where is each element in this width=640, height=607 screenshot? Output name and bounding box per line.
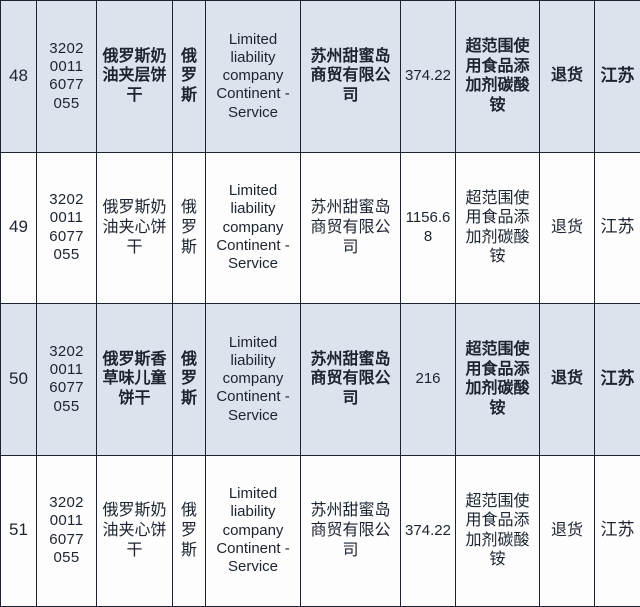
cell-manufacturer: Limited liability company Continent -Ser…: [205, 151, 301, 304]
cell-country-of-origin: 俄罗斯: [172, 303, 206, 456]
cell-importer: 苏州甜蜜岛商贸有限公司: [300, 0, 401, 153]
cell-serial-number: 51: [0, 454, 37, 607]
cell-manufacturer: Limited liability company Continent -Ser…: [205, 454, 301, 607]
cell-importer: 苏州甜蜜岛商贸有限公司: [300, 151, 401, 304]
cell-port-province: 江苏: [594, 151, 640, 304]
table-row: 48 3202 0011 6077 055 俄罗斯奶油夹层饼干 俄罗斯 Limited …: [0, 0, 640, 153]
cell-weight-kg: 374.22: [400, 0, 456, 153]
cell-serial-number: 49: [0, 151, 37, 304]
cell-disposal-action: 退货: [539, 0, 595, 153]
table-row: 50 3202 0011 6077 055 俄罗斯香草味儿童饼干 俄罗斯 Limited…: [0, 303, 640, 456]
cell-disposal-action: 退货: [539, 454, 595, 607]
cell-nonconformity-reason: 超范围使用食品添加剂碳酸铵: [455, 454, 540, 607]
cell-disposal-action: 退货: [539, 151, 595, 304]
cell-product-name: 俄罗斯奶油夹心饼干: [96, 454, 173, 607]
cell-port-province: 江苏: [594, 303, 640, 456]
cell-hs-code: 3202 0011 6077 055: [36, 303, 97, 456]
cell-importer: 苏州甜蜜岛商贸有限公司: [300, 303, 401, 456]
cell-manufacturer: Limited liability company Continent -Ser…: [205, 0, 301, 153]
cell-hs-code: 3202 0011 6077 055: [36, 0, 97, 153]
cell-country-of-origin: 俄罗斯: [172, 454, 206, 607]
cell-serial-number: 50: [0, 303, 37, 456]
cell-weight-kg: 1156.68: [400, 151, 456, 304]
cell-port-province: 江苏: [594, 0, 640, 153]
cell-hs-code: 3202 0011 6077 055: [36, 151, 97, 304]
cell-product-name: 俄罗斯奶油夹心饼干: [96, 151, 173, 304]
cell-manufacturer: Limited liability company Continent -Ser…: [205, 303, 301, 456]
cell-nonconformity-reason: 超范围使用食品添加剂碳酸铵: [455, 303, 540, 456]
table-row: 51 3202 0011 6077 055 俄罗斯奶油夹心饼干 俄罗斯 Limited …: [0, 454, 640, 607]
cell-weight-kg: 216: [400, 303, 456, 456]
cell-nonconformity-reason: 超范围使用食品添加剂碳酸铵: [455, 151, 540, 304]
cell-nonconformity-reason: 超范围使用食品添加剂碳酸铵: [455, 0, 540, 153]
cell-product-name: 俄罗斯奶油夹层饼干: [96, 0, 173, 153]
table-row: 49 3202 0011 6077 055 俄罗斯奶油夹心饼干 俄罗斯 Limited …: [0, 151, 640, 304]
cell-country-of-origin: 俄罗斯: [172, 151, 206, 304]
cell-product-name: 俄罗斯香草味儿童饼干: [96, 303, 173, 456]
cell-disposal-action: 退货: [539, 303, 595, 456]
cell-serial-number: 48: [0, 0, 37, 153]
cell-importer: 苏州甜蜜岛商贸有限公司: [300, 454, 401, 607]
cell-hs-code: 3202 0011 6077 055: [36, 454, 97, 607]
cell-country-of-origin: 俄罗斯: [172, 0, 206, 153]
cell-port-province: 江苏: [594, 454, 640, 607]
cell-weight-kg: 374.22: [400, 454, 456, 607]
